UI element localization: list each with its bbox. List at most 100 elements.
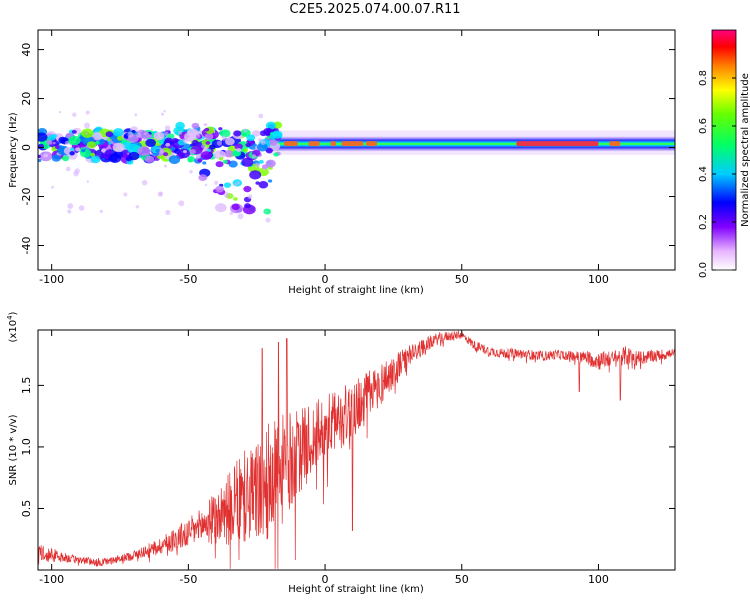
spectral-blob xyxy=(38,154,41,159)
spectral-blob xyxy=(202,161,207,165)
spectral-outlier xyxy=(160,112,164,116)
colorbar: 0.0 0.2 0.4 0.6 0.8 Normalized spectral ampl… xyxy=(698,29,750,278)
spectral-outlier xyxy=(136,132,142,138)
spectral-blob xyxy=(75,147,81,152)
spectral-blob xyxy=(267,179,273,183)
spectral-outlier xyxy=(243,128,248,133)
spectral-outlier xyxy=(164,131,169,136)
spectral-blob xyxy=(223,182,232,188)
spectral-hotspot xyxy=(516,141,599,147)
spectral-outlier xyxy=(141,179,148,186)
spectral-blob xyxy=(251,130,261,137)
spectral-hotspot xyxy=(366,141,378,147)
spectral-outlier xyxy=(144,132,148,136)
spectral-outlier xyxy=(254,162,260,168)
spectral-blob xyxy=(227,145,236,152)
snr-x-axis-label: Height of straight line (km) xyxy=(288,584,424,595)
spectral-blob xyxy=(256,143,268,152)
spectral-blob xyxy=(71,129,77,134)
page-title: C2E5.2025.074.00.07.R11 xyxy=(289,2,461,17)
spectral-outlier xyxy=(189,170,193,174)
spectral-outlier xyxy=(178,200,185,207)
spectral-blob xyxy=(61,155,70,162)
y-tick-label: 0.5 xyxy=(20,500,33,518)
snr-y-ticks: 0.5 1.0 1.5 xyxy=(20,377,675,518)
spectral-outlier xyxy=(163,164,167,168)
y-tick-label: 40 xyxy=(20,43,33,57)
spectral-outlier xyxy=(163,110,166,113)
spectral-blob xyxy=(269,139,278,146)
spectral-outlier xyxy=(99,209,103,213)
spectral-blob xyxy=(164,137,173,144)
spectral-blob xyxy=(94,141,100,145)
y-tick-label: 0 xyxy=(20,144,33,151)
spectral-outlier xyxy=(86,180,90,183)
spectral-blob xyxy=(58,136,67,144)
x-tick-label: 0 xyxy=(322,273,329,286)
y-tick-label: -20 xyxy=(20,188,33,206)
spectral-outlier xyxy=(251,154,257,159)
spectral-blob xyxy=(203,123,208,127)
spectral-blob xyxy=(90,155,101,164)
spectral-blob xyxy=(144,155,155,163)
snr-series-line xyxy=(38,330,675,569)
spectral-blob xyxy=(244,203,251,209)
spectrogram-x-ticks: -100 -50 0 50 100 xyxy=(39,30,609,286)
spectral-blob xyxy=(192,139,199,145)
snr-frame xyxy=(37,329,676,571)
spectral-blob xyxy=(236,148,242,152)
spectral-outlier xyxy=(52,141,56,145)
x-tick-label: 0 xyxy=(322,573,329,586)
spectral-blob xyxy=(213,150,226,160)
spectrogram-frame xyxy=(37,29,676,271)
spectral-blob xyxy=(112,128,124,137)
spectral-outlier xyxy=(182,137,189,144)
colorbar-tick-label: 0.2 xyxy=(698,214,709,230)
spectral-outlier xyxy=(221,135,227,141)
spectral-blob xyxy=(197,158,203,163)
colorbar-ticks: 0.0 0.2 0.4 0.6 0.8 xyxy=(698,70,736,278)
spectral-blob xyxy=(38,158,42,163)
spectral-blob xyxy=(46,140,53,145)
spectral-hotspot xyxy=(341,141,364,147)
spectral-blob xyxy=(215,185,224,193)
spectral-hotspot xyxy=(330,141,336,147)
spectral-blob xyxy=(243,148,248,153)
spectral-blob xyxy=(219,129,231,138)
spectral-hotspot xyxy=(609,141,621,147)
spectral-blob xyxy=(187,128,199,138)
spectral-blob xyxy=(228,160,238,168)
spectral-blob xyxy=(234,143,243,150)
spectral-outlier xyxy=(236,181,241,185)
spectral-blob xyxy=(69,151,75,156)
snr-y-multiplier: (x104) xyxy=(6,311,19,342)
x-tick-label: 100 xyxy=(588,573,609,586)
spectral-blob xyxy=(273,152,279,157)
spectral-outlier xyxy=(234,183,238,187)
spectral-outlier xyxy=(204,183,208,187)
snr-panel: -100 -50 0 50 100 0.5 1.0 1.5 Height of straig… xyxy=(6,311,676,595)
spectral-blob xyxy=(266,135,271,139)
spectral-blob xyxy=(206,148,212,152)
spectral-blob xyxy=(177,148,191,159)
y-tick-label: 1.0 xyxy=(20,438,33,456)
spectral-blob xyxy=(145,138,156,147)
spectral-blob xyxy=(233,197,238,201)
spectral-blob xyxy=(204,127,210,132)
spectral-blob xyxy=(265,147,273,154)
x-tick-label: 100 xyxy=(588,273,609,286)
spectral-outlier xyxy=(58,110,62,114)
spectral-blob xyxy=(200,151,213,160)
spectral-outlier xyxy=(201,143,206,149)
spectral-blob xyxy=(170,146,176,151)
spectral-hotspot xyxy=(284,141,298,147)
spectral-blob xyxy=(189,149,196,155)
spectral-blob xyxy=(51,154,61,162)
spectral-blob xyxy=(258,180,269,189)
spectral-blob xyxy=(43,153,49,158)
spectral-blob xyxy=(198,174,208,182)
spectral-blob xyxy=(218,157,224,161)
spectral-blob xyxy=(101,148,107,153)
spectral-blob xyxy=(153,131,165,141)
